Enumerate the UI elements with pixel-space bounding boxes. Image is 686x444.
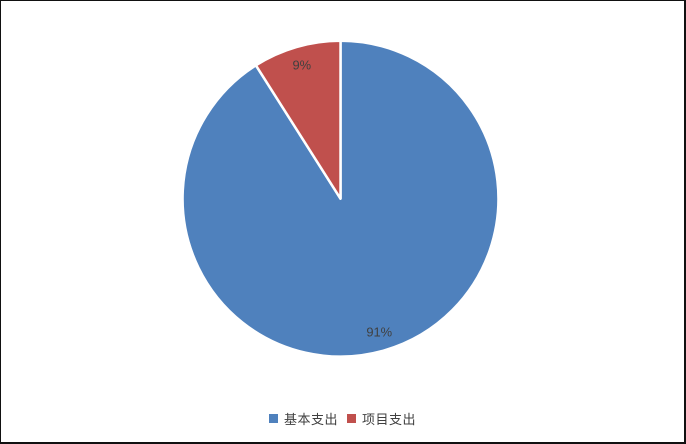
slice-label-1: 9%	[292, 58, 311, 73]
pie-slice-1	[254, 39, 342, 200]
slice-label-0: 91%	[366, 325, 392, 340]
